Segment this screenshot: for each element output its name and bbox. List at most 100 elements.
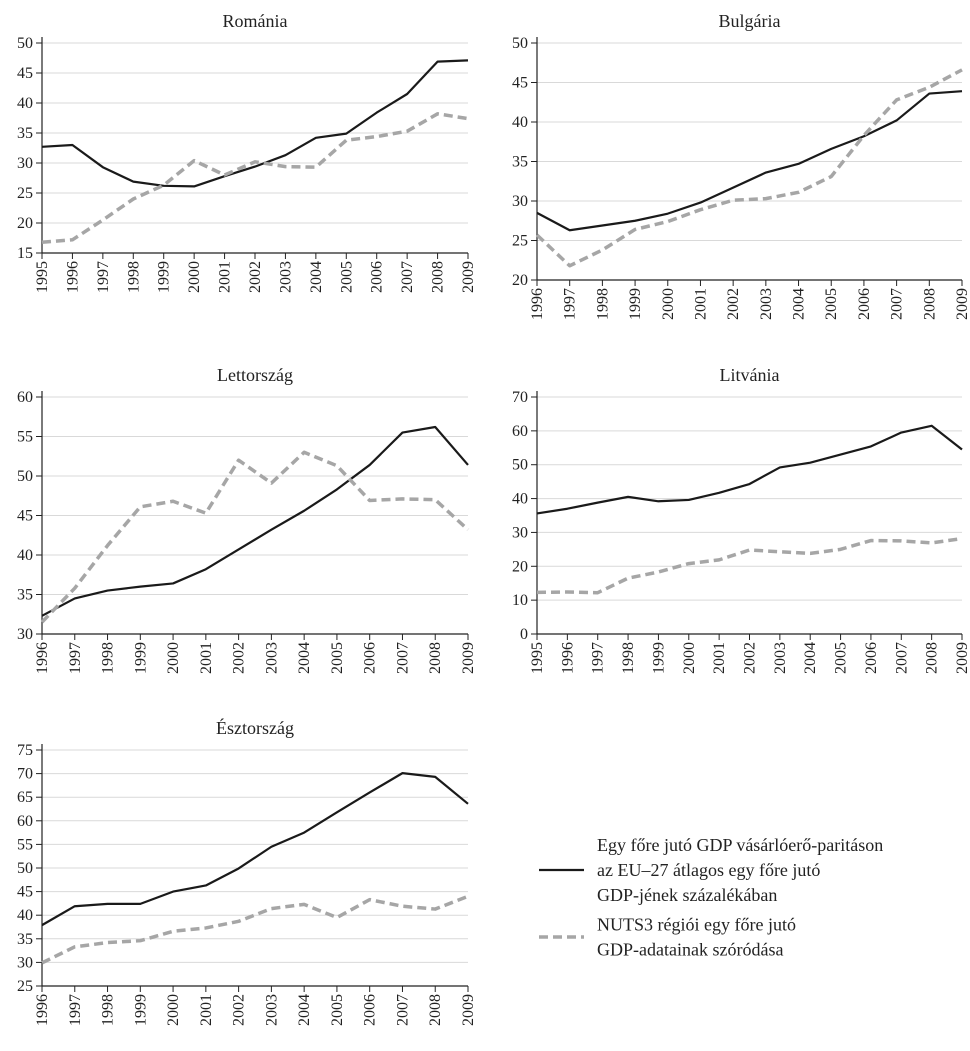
x-tick-label: 2002: [742, 642, 759, 674]
y-tick-label: 30: [17, 626, 33, 643]
y-tick-label: 35: [512, 154, 528, 171]
panel-title: Litvánia: [720, 365, 780, 385]
y-tick-label: 35: [17, 931, 33, 948]
y-tick-label: 40: [512, 491, 528, 508]
x-tick-label: 2003: [263, 994, 280, 1026]
y-tick-label: 30: [512, 193, 528, 210]
x-tick-label: 2000: [186, 261, 203, 293]
y-tick-label: 40: [17, 95, 33, 112]
x-tick-label: 1997: [562, 288, 579, 320]
x-tick-label: 2008: [924, 642, 941, 674]
x-tick-label: 1995: [529, 642, 546, 674]
data-line: [40, 450, 470, 624]
x-tick-label: 2005: [329, 642, 346, 674]
x-tick-label: 1999: [650, 642, 667, 674]
x-tick-label: 1996: [529, 288, 546, 320]
panel-title: Észtország: [216, 717, 294, 738]
y-tick-label: 60: [512, 423, 528, 440]
x-tick-label: 1996: [34, 642, 51, 674]
data-line: [535, 68, 963, 268]
x-tick-label: 2005: [823, 288, 840, 320]
x-tick-label: 1999: [156, 261, 173, 293]
y-tick-label: 20: [512, 272, 528, 289]
x-tick-label: 2007: [394, 642, 411, 674]
x-tick-label: 2002: [231, 994, 248, 1026]
x-tick-label: 2003: [758, 288, 775, 320]
x-tick-label: 2005: [338, 261, 355, 293]
x-tick-label: 2004: [296, 994, 313, 1026]
x-tick-label: 1995: [34, 261, 51, 293]
x-tick-label: 2008: [427, 994, 444, 1026]
x-tick-label: 2007: [889, 288, 906, 320]
x-tick-label: 2009: [460, 994, 477, 1026]
x-tick-label: 2003: [772, 642, 789, 674]
x-tick-label: 1998: [594, 288, 611, 320]
y-tick-label: 45: [17, 884, 33, 901]
x-tick-label: 2007: [394, 994, 411, 1026]
y-tick-label: 15: [17, 245, 33, 262]
x-tick-label: 1997: [95, 261, 112, 293]
y-tick-label: 35: [17, 587, 33, 604]
x-tick-label: 2008: [427, 642, 444, 674]
x-tick-label: 2001: [711, 642, 728, 674]
y-tick-label: 50: [17, 35, 33, 52]
y-tick-label: 50: [512, 457, 528, 474]
x-tick-label: 1999: [132, 642, 149, 674]
y-tick-label: 30: [17, 954, 33, 971]
x-tick-label: 2006: [362, 994, 379, 1026]
x-tick-label: 2003: [277, 261, 294, 293]
y-tick-label: 70: [512, 389, 528, 406]
x-tick-label: 2000: [165, 642, 182, 674]
x-tick-label: 2004: [791, 288, 808, 320]
x-tick-label: 1996: [34, 994, 51, 1026]
data-line: [536, 536, 963, 595]
x-tick-label: 2005: [833, 642, 850, 674]
x-tick-label: 2005: [329, 994, 346, 1026]
legend-label: GDP-jének százalékában: [597, 885, 777, 905]
data-line: [536, 90, 963, 232]
x-tick-label: 1998: [100, 994, 117, 1026]
y-tick-label: 65: [17, 789, 33, 806]
data-line: [41, 112, 469, 244]
data-line: [41, 894, 469, 965]
x-tick-label: 2007: [893, 642, 910, 674]
legend-label: Egy főre jutó GDP vásárlóerő-paritáson: [597, 835, 883, 855]
panel: Lettország 30 35 40 45 50 55 60 1996 1997 1998 1999…: [17, 365, 477, 674]
y-tick-label: 30: [512, 524, 528, 541]
panel: Észtország 25 30 35 40 45 50 55 60 65 70 75 1996 1997…: [17, 717, 477, 1026]
x-tick-label: 2001: [198, 994, 215, 1026]
y-tick-label: 45: [17, 65, 33, 82]
y-tick-label: 35: [17, 125, 33, 142]
y-tick-label: 25: [17, 978, 33, 995]
y-tick-label: 50: [17, 468, 33, 485]
x-tick-label: 1998: [100, 642, 117, 674]
y-tick-label: 45: [512, 75, 528, 92]
x-tick-label: 2004: [802, 642, 819, 674]
y-tick-label: 20: [512, 558, 528, 575]
x-tick-label: 2002: [725, 288, 742, 320]
data-line: [41, 59, 469, 188]
x-tick-label: 2004: [308, 261, 325, 293]
x-tick-label: 1997: [67, 642, 84, 674]
x-tick-label: 2000: [165, 994, 182, 1026]
y-tick-label: 70: [17, 766, 33, 783]
x-tick-label: 2001: [692, 288, 709, 320]
y-tick-label: 25: [17, 185, 33, 202]
x-tick-label: 2000: [681, 642, 698, 674]
panel: Litvánia 0 10 20 30 40 50 60 70 1995 1996 1997 1998 1…: [512, 365, 970, 674]
data-line: [41, 425, 469, 617]
x-tick-label: 2006: [856, 288, 873, 320]
x-tick-label: 1998: [125, 261, 142, 293]
x-tick-label: 2006: [369, 261, 386, 293]
panel-title: Lettország: [217, 365, 293, 385]
y-tick-label: 20: [17, 215, 33, 232]
y-tick-label: 50: [17, 860, 33, 877]
x-tick-label: 1996: [559, 642, 576, 674]
y-tick-label: 55: [17, 836, 33, 853]
x-tick-label: 2006: [863, 642, 880, 674]
y-tick-label: 40: [17, 907, 33, 924]
panel: Románia 15 20 25 30 35 40 45 50 1995 1996 1997 1998 1…: [17, 11, 477, 293]
x-tick-label: 2006: [362, 642, 379, 674]
data-line: [41, 772, 469, 927]
